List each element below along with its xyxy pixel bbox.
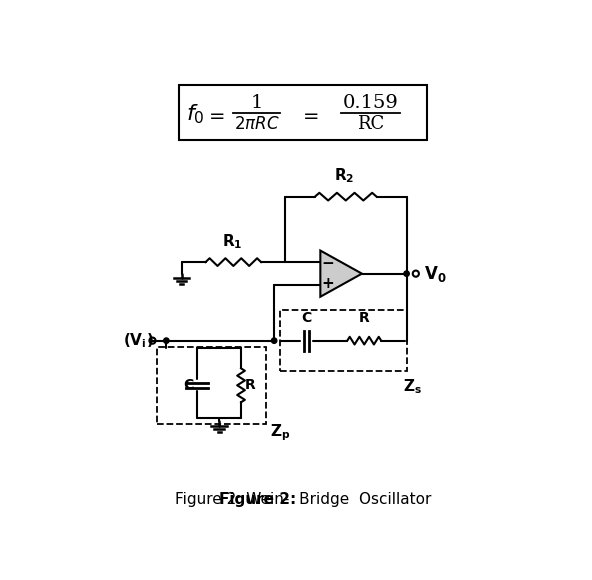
Text: $\mathbf{Z_p}$: $\mathbf{Z_p}$ xyxy=(269,422,290,443)
Text: 1: 1 xyxy=(250,94,263,112)
Circle shape xyxy=(404,271,409,276)
Circle shape xyxy=(163,338,169,343)
Circle shape xyxy=(149,338,156,344)
Circle shape xyxy=(413,271,419,277)
Bar xyxy=(279,310,407,371)
Text: $\mathbf{V_0}$: $\mathbf{V_0}$ xyxy=(423,264,446,284)
Text: $=$: $=$ xyxy=(205,105,225,124)
Text: $\mathbf{R}$: $\mathbf{R}$ xyxy=(358,311,371,325)
Text: +: + xyxy=(321,276,334,291)
Text: 0.159: 0.159 xyxy=(342,94,398,112)
Polygon shape xyxy=(320,251,362,297)
Text: $\mathbf{C}$: $\mathbf{C}$ xyxy=(301,311,312,325)
Text: $\mathbf{Z_s}$: $\mathbf{Z_s}$ xyxy=(403,378,422,396)
Text: RC: RC xyxy=(357,115,384,133)
Text: $\mathbf{(V_i)}$: $\mathbf{(V_i)}$ xyxy=(123,331,154,350)
Text: $2\pi RC$: $2\pi RC$ xyxy=(234,115,279,133)
Text: −: − xyxy=(321,256,334,271)
Text: $\mathbf{R_1}$: $\mathbf{R_1}$ xyxy=(221,232,242,251)
Circle shape xyxy=(272,338,277,343)
Text: $\mathbf{R_2}$: $\mathbf{R_2}$ xyxy=(334,166,355,185)
Text: $f_0$: $f_0$ xyxy=(185,103,204,126)
Bar xyxy=(157,347,266,424)
Text: Figure 2:: Figure 2: xyxy=(218,492,296,507)
Text: $\mathbf{C}$: $\mathbf{C}$ xyxy=(183,378,194,392)
Text: $\mathbf{R}$: $\mathbf{R}$ xyxy=(244,378,256,392)
Bar xyxy=(179,85,427,140)
Text: Figure 2: Wein-  Bridge  Oscillator: Figure 2: Wein- Bridge Oscillator xyxy=(175,492,432,507)
Text: $=$: $=$ xyxy=(299,105,319,124)
